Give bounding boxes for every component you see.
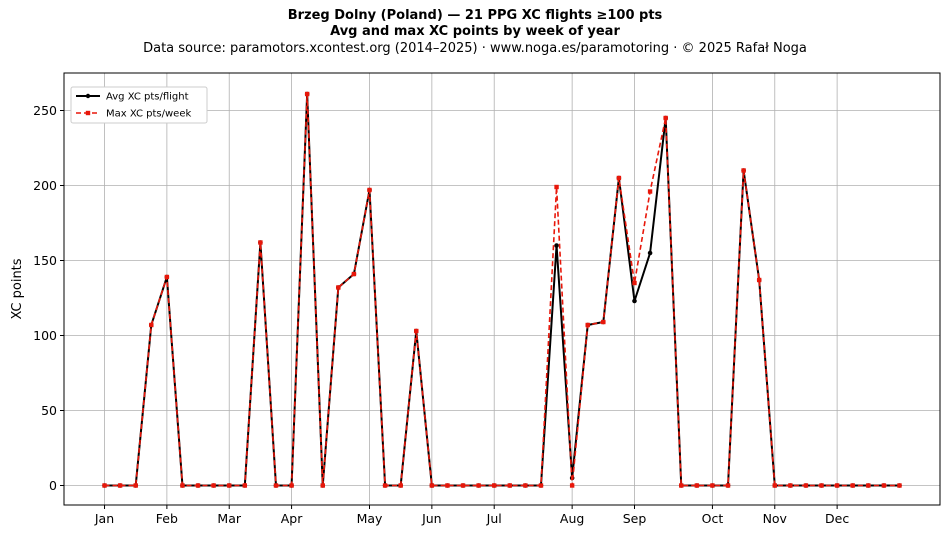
data-point-max [460,483,466,488]
axis-ticks: 0 50 100 150 200 250 Jan Feb Mar Apr May Jun Jul Aug S… [33,103,849,526]
data-point-max [803,483,809,488]
y-tick-label: 150 [33,253,57,268]
data-point-max [554,184,559,190]
chart-source: Data source: paramotors.xcontest.org (20… [143,41,807,56]
data-point-max [601,319,606,325]
data-point-max [164,274,170,280]
data-point-avg [647,250,653,256]
x-tick-label-aug: Aug [560,511,584,526]
data-point-max [725,483,731,488]
plot-frame [63,72,941,506]
x-tick-label-sep: Sep [623,511,647,526]
y-tick-label: 200 [33,178,57,193]
legend-marker-avg [85,93,91,99]
data-point-max [756,277,762,283]
data-point-max [632,280,637,286]
data-point-max [507,483,512,488]
x-tick-label-jun: Jun [421,511,442,526]
data-point-max [445,483,450,488]
data-point-max [211,483,216,488]
legend: Avg XC pts/flight Max XC pts/week [70,86,208,124]
data-point-max [694,483,700,488]
x-tick-label-mar: Mar [217,511,241,526]
data-point-max [149,322,154,328]
grid-lines [64,73,940,505]
data-point-max [616,175,622,181]
y-tick-label: 0 [49,478,57,493]
x-tick-label-dec: Dec [825,511,849,526]
data-point-max [585,322,590,328]
data-point-max [897,483,902,488]
data-point-max [382,483,388,488]
data-point-max [881,483,887,488]
data-point-max [227,483,232,488]
x-tick-label-jul: Jul [486,511,502,526]
data-point-max [414,328,419,334]
data-point-max [195,483,201,488]
data-point-max [492,483,497,488]
data-point-max [850,483,855,488]
data-point-max [351,271,357,277]
data-point-max [866,483,871,488]
data-point-max [133,483,138,488]
x-tick-label-may: May [357,511,383,526]
data-point-max [367,187,372,193]
legend-marker-max [85,110,91,116]
data-point-max [679,483,684,488]
data-point-max [741,168,746,173]
data-point-max [429,483,435,488]
y-tick-label: 100 [33,328,57,343]
x-tick-label-oct: Oct [702,511,724,526]
series-line-avg [104,93,900,487]
data-point-max [476,483,481,488]
data-point-avg [632,298,637,304]
data-point-max [336,285,341,290]
x-tick-label-apr: Apr [281,511,303,526]
data-point-max [772,483,777,488]
y-tick-label: 50 [41,403,57,418]
data-point-max [117,483,123,488]
chart-subtitle: Avg and max XC points by week of year [330,24,620,39]
data-point-max [710,483,715,488]
data-point-max [647,189,653,194]
data-point-max [102,483,107,488]
data-point-max [398,483,403,488]
legend-label-avg: Avg XC pts/flight [106,92,189,103]
data-point-max [538,483,544,488]
series-line-max [104,93,900,487]
data-point-max [663,115,668,121]
data-point-max [242,483,248,488]
data-point-max [788,483,793,488]
series-layer [102,91,902,488]
y-tick-label: 250 [33,103,57,118]
legend-label-max: Max XC pts/week [106,109,191,120]
data-point-avg [554,243,559,248]
data-point-max [258,240,263,245]
data-point-max [320,483,325,488]
data-point-max [569,483,575,488]
y-axis-label: XC points [10,258,25,319]
x-tick-label-nov: Nov [763,511,788,526]
data-point-max [834,483,840,488]
data-point-max [304,91,310,97]
legend-box [70,86,208,124]
data-point-max [180,483,185,488]
data-point-max [523,483,528,488]
data-point-max [289,483,294,488]
chart-title-block: Brzeg Dolny (Poland) — 21 PPG XC flights… [0,8,950,58]
data-point-max [819,483,824,488]
data-point-max [273,483,279,488]
x-tick-label-jan: Jan [94,511,114,526]
x-tick-label-feb: Feb [156,511,178,526]
chart-title: Brzeg Dolny (Poland) — 21 PPG XC flights… [287,8,663,23]
